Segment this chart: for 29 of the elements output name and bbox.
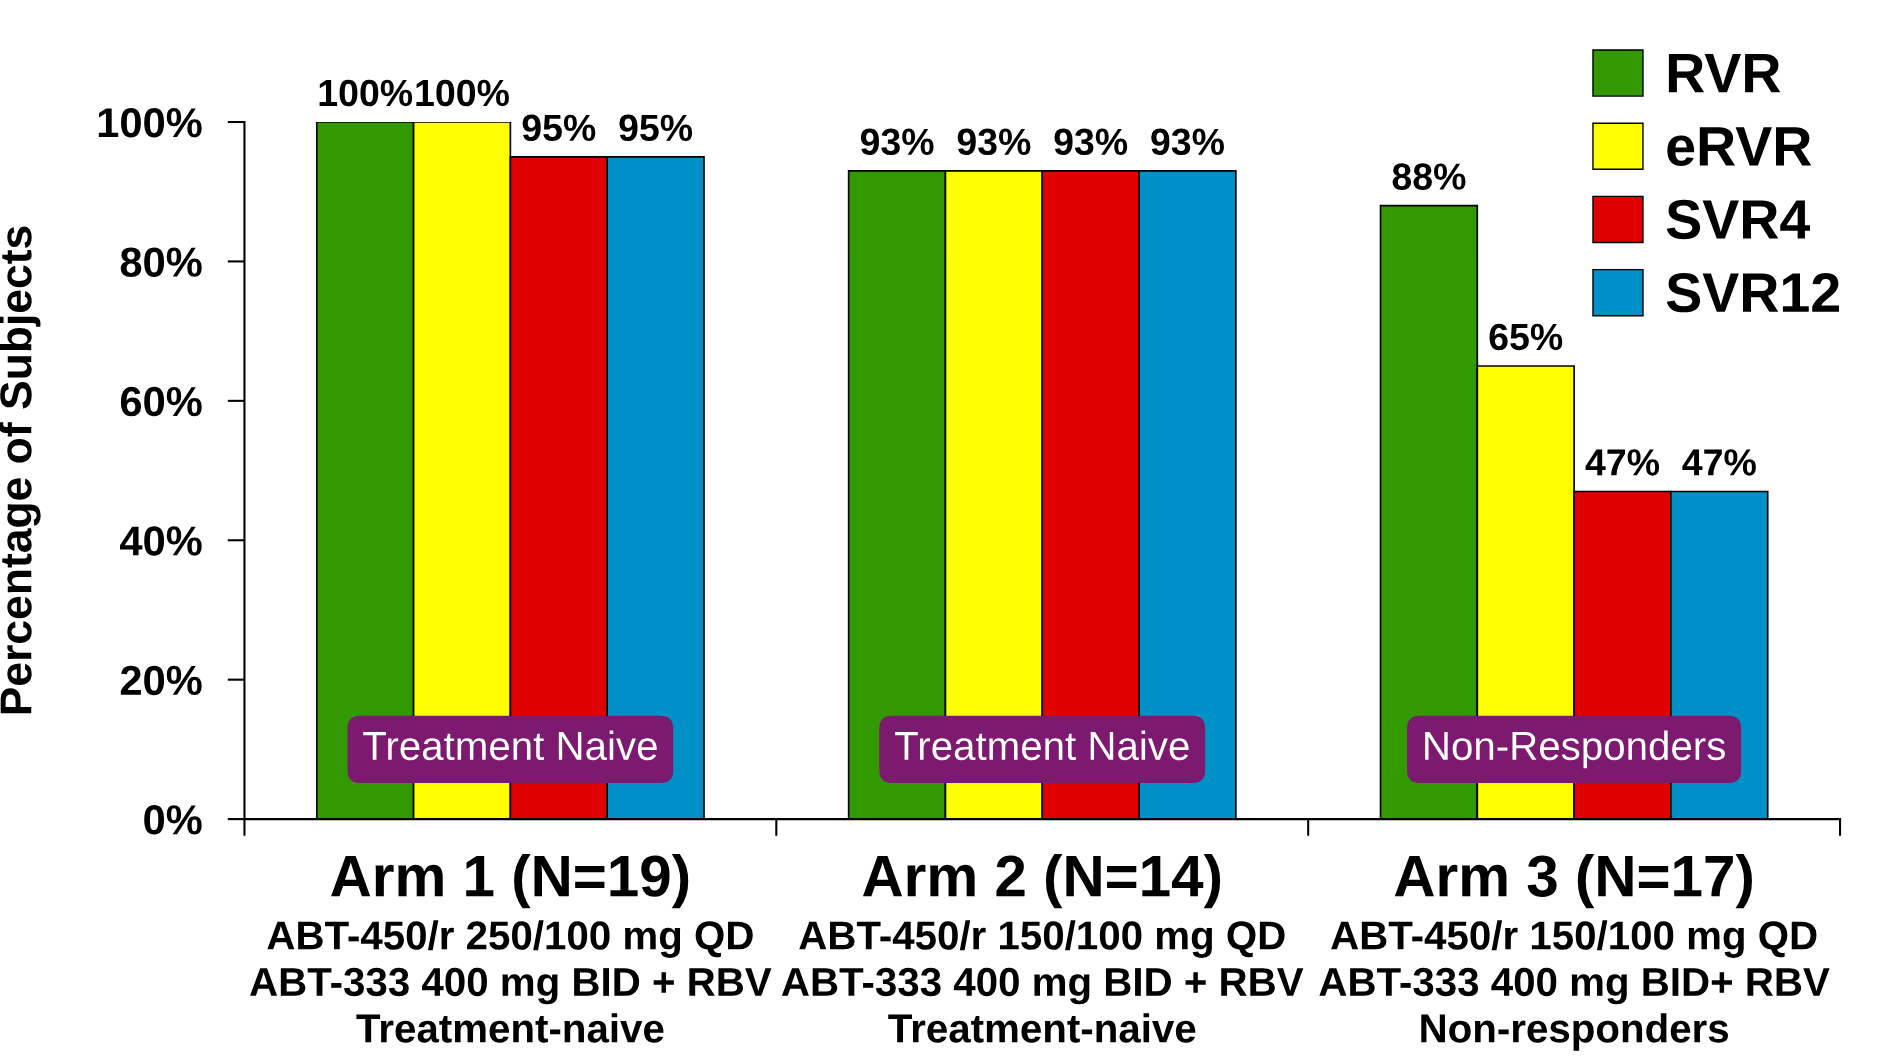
legend-label: SVR12 [1666,273,1839,313]
y-tick-label: 20% [120,665,202,696]
y-tick-label: 100% [98,108,202,138]
legend-label: RVR [1668,54,1781,93]
data-label: 88% [1392,163,1466,190]
legend-label: SVR4 [1666,199,1811,240]
y-tick-label: 40% [120,526,202,556]
legend-label: eRVR [1667,127,1812,166]
y-axis-title: Percentage of Subjects [0,226,41,714]
annotation: Treatment Naive [895,730,1189,761]
x-tick-label: Arm 2 (N=14) ABT-450/r 150/100 mg QD ABT-333 400 mg BID + RBV Treatment-naive [781,853,1304,1043]
annotation: Treatment Naive [363,730,657,761]
data-label: 93% [860,128,934,156]
data-label: 100% [416,79,509,107]
data-label: 93% [957,128,1031,156]
data-label: 95% [619,114,693,142]
data-label: 93% [1054,128,1128,156]
data-label: 65% [1489,323,1563,351]
data-label: 93% [1151,128,1224,156]
x-tick-label: Arm 1 (N=19) ABT-450/r 250/100 mg QD ABT-333 400 mg BID + RBV Treatment-naive [250,853,772,1043]
y-tick-label: 80% [120,247,202,277]
data-label: 47% [1682,449,1756,476]
data-label: 95% [522,114,596,142]
annotation: Non-Responders [1425,730,1725,769]
x-tick-label: Arm 3 (N=17) ABT-450/r 150/100 mg QD ABT-333 400 mg BID+ RBV Non-responders [1319,853,1830,1051]
y-tick-label: 60% [120,386,202,417]
data-label: 47% [1585,449,1660,476]
data-label: 100% [319,79,413,107]
y-tick-label: 0% [144,805,202,835]
